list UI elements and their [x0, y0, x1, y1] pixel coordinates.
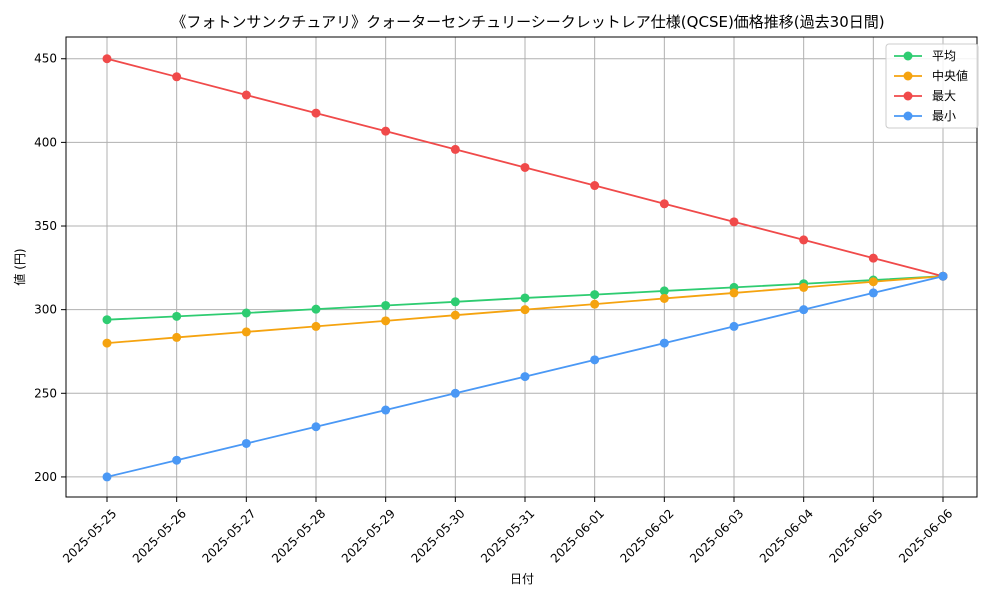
data-point: [172, 332, 182, 342]
data-point: [102, 54, 112, 64]
legend-label: 最大: [932, 89, 956, 103]
y-axis: 200 250 300 350 400 450: [34, 52, 66, 484]
data-point: [311, 422, 321, 432]
legend-marker: [903, 51, 913, 61]
y-tick-label: 450: [34, 52, 57, 66]
x-tick-label: 2025-05-31: [478, 506, 537, 565]
y-tick-label: 300: [34, 303, 57, 317]
data-point: [450, 144, 460, 154]
data-point: [659, 338, 669, 348]
data-point: [520, 305, 530, 315]
legend-marker: [903, 91, 913, 101]
x-tick-label: 2025-06-02: [617, 506, 676, 565]
data-point: [520, 162, 530, 172]
x-tick-label: 2025-06-04: [757, 506, 816, 565]
x-tick-label: 2025-06-03: [687, 506, 746, 565]
y-tick-label: 350: [34, 219, 57, 233]
legend-label: 中央値: [932, 68, 968, 83]
data-point: [799, 282, 809, 292]
x-tick-label: 2025-06-05: [826, 506, 885, 565]
data-point: [241, 327, 251, 337]
x-tick-label: 2025-06-06: [896, 506, 955, 565]
data-point: [729, 217, 739, 227]
data-point: [311, 304, 321, 314]
x-tick-label: 2025-05-25: [60, 506, 119, 565]
x-tick-label: 2025-05-26: [130, 506, 189, 565]
data-point: [381, 126, 391, 136]
data-point: [868, 277, 878, 287]
data-point: [938, 271, 948, 281]
legend-box: [885, 43, 979, 129]
series-最小: [102, 271, 948, 482]
grid-layer: [66, 37, 977, 497]
x-tick-label: 2025-05-29: [339, 506, 398, 565]
y-tick-label: 250: [34, 386, 57, 400]
x-tick-label: 2025-05-28: [269, 506, 328, 565]
data-point: [450, 297, 460, 307]
legend-marker: [903, 111, 913, 121]
data-point: [520, 293, 530, 303]
data-point: [241, 308, 251, 318]
y-axis-label: 値 (円): [12, 248, 27, 285]
data-point: [590, 290, 600, 300]
legend-label: 平均: [932, 49, 956, 63]
data-point: [172, 455, 182, 465]
data-point: [381, 405, 391, 415]
data-point: [311, 321, 321, 331]
data-point: [729, 321, 739, 331]
data-point: [729, 288, 739, 298]
y-tick-label: 400: [34, 135, 57, 149]
x-tick-label: 2025-05-30: [408, 506, 467, 565]
chart-title: 《フォトンサンクチュアリ》クォーターセンチュリーシークレットレア仕様(QCSE)…: [171, 13, 884, 31]
series-中央値: [102, 271, 948, 348]
data-point: [659, 293, 669, 303]
data-point: [172, 72, 182, 82]
legend-label: 最小: [932, 109, 956, 123]
data-point: [659, 286, 669, 296]
data-point: [450, 388, 460, 398]
data-point: [659, 199, 669, 209]
data-point: [590, 355, 600, 365]
legend-marker: [903, 71, 913, 81]
data-point: [172, 311, 182, 321]
x-tick-label: 2025-05-27: [199, 506, 258, 565]
data-point: [381, 300, 391, 310]
data-point: [102, 338, 112, 348]
plot-frame: [65, 36, 978, 498]
data-point: [799, 235, 809, 245]
data-point: [241, 438, 251, 448]
data-point: [520, 372, 530, 382]
data-point: [590, 181, 600, 191]
data-point: [381, 316, 391, 326]
data-point: [102, 472, 112, 482]
data-point: [241, 90, 251, 100]
x-tick-label: 2025-06-01: [548, 506, 607, 565]
data-point: [590, 299, 600, 309]
data-point: [311, 108, 321, 118]
data-point: [868, 288, 878, 298]
data-point: [102, 315, 112, 325]
data-point: [799, 305, 809, 315]
x-axis-label: 日付: [510, 572, 534, 586]
x-axis: 2025-05-25 2025-05-26 2025-05-27 2025-05-28…: [60, 497, 955, 566]
data-point: [868, 253, 878, 263]
y-tick-label: 200: [34, 470, 57, 484]
series-layer: [102, 54, 948, 482]
data-point: [450, 310, 460, 320]
